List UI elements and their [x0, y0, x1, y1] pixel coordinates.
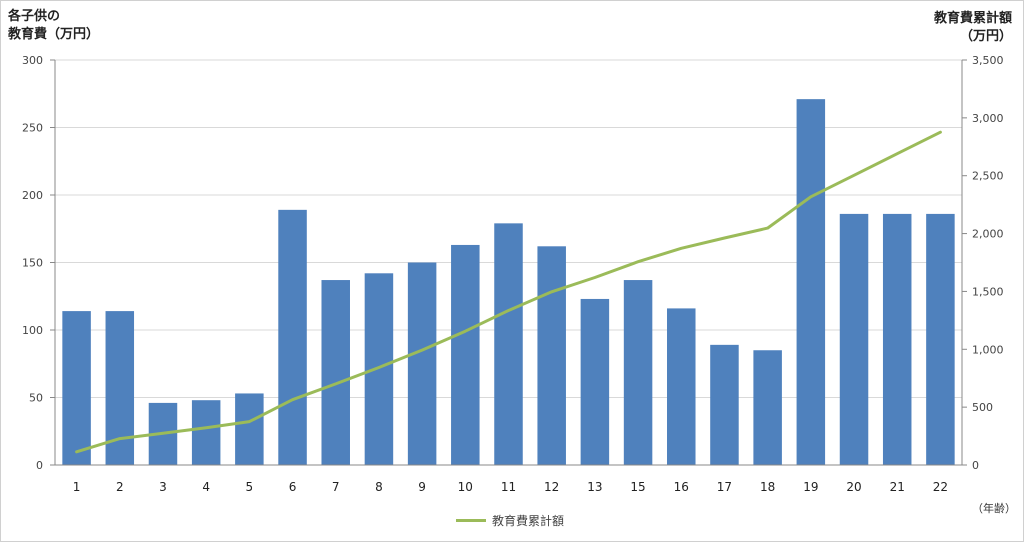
bar: [926, 213, 955, 465]
bar: [235, 393, 264, 465]
x-tick-label: 7: [332, 480, 340, 494]
bar: [710, 344, 739, 465]
right-tick-label: 3,500: [972, 54, 1004, 67]
bar-series: [62, 99, 955, 466]
legend: 教育費累計額: [456, 512, 564, 529]
right-tick-label: 2,500: [972, 170, 1004, 183]
x-tick-label: 17: [717, 480, 732, 494]
x-tick-label: 18: [760, 480, 775, 494]
bar: [796, 99, 826, 466]
x-tick-label: 16: [674, 480, 689, 494]
x-tick-label: 10: [458, 480, 473, 494]
left-tick-label: 150: [22, 257, 43, 270]
right-tick-label: 1,500: [972, 285, 1004, 298]
line-series: [75, 130, 942, 454]
x-tick-label: 11: [501, 480, 516, 494]
bar: [451, 244, 480, 465]
x-tick-label: 1: [73, 480, 81, 494]
left-tick-label: 100: [22, 324, 43, 337]
x-tick-label: 15: [630, 480, 645, 494]
right-tick-label: 0: [972, 459, 979, 472]
x-tick-label: 13: [587, 480, 602, 494]
bar: [494, 223, 523, 465]
right-tick-label: 3,000: [972, 112, 1004, 125]
left-tick-label: 50: [29, 392, 43, 405]
left-tick-label: 300: [22, 54, 43, 67]
right-axis-label-line2: （万円）: [959, 29, 1012, 44]
bar: [580, 298, 610, 465]
bar: [882, 213, 912, 465]
x-tick-label: 4: [202, 480, 210, 494]
left-tick-label: 0: [36, 459, 43, 472]
x-tick-label: 21: [890, 480, 905, 494]
right-axis-label-line1: 教育費累計額: [933, 11, 1012, 26]
x-axis-unit-label: （年齢）: [972, 502, 1016, 515]
bar: [623, 280, 653, 465]
left-axis-label-line1: 各子供の: [8, 9, 61, 24]
legend-swatch-line: [456, 519, 486, 522]
x-tick-label: 9: [418, 480, 426, 494]
cumulative-line: [75, 130, 942, 454]
x-tick-label: 8: [375, 480, 383, 494]
bar: [278, 209, 307, 465]
axes: 0 50 100 150 200 250 300 0 500 1,000 1,500 2,000 2,5…: [22, 54, 1004, 494]
bar: [407, 262, 437, 465]
x-tick-label: 5: [246, 480, 254, 494]
x-tick-label: 22: [933, 480, 948, 494]
x-tick-label: 2: [116, 480, 124, 494]
bar: [364, 273, 394, 465]
x-tick-label: 20: [846, 480, 861, 494]
right-tick-label: 2,000: [972, 228, 1004, 241]
x-tick-label: 19: [803, 480, 818, 494]
left-tick-label: 250: [22, 122, 43, 135]
left-axis-label-line2: 教育費（万円）: [8, 27, 100, 42]
bar: [667, 308, 696, 465]
legend-label: 教育費累計額: [492, 514, 565, 528]
x-tick-label: 3: [159, 480, 167, 494]
bar: [537, 246, 566, 465]
x-tick-label: 6: [289, 480, 297, 494]
bar: [753, 350, 782, 465]
bar: [839, 213, 869, 465]
right-axis-label: 教育費累計額 （万円）: [934, 10, 1012, 46]
right-tick-label: 1,000: [972, 343, 1004, 356]
right-tick-label: 500: [972, 401, 993, 414]
left-tick-label: 200: [22, 189, 43, 202]
x-tick-label: 12: [544, 480, 559, 494]
bar: [321, 280, 350, 465]
bar: [191, 400, 221, 465]
left-axis-label: 各子供の 教育費（万円）: [8, 8, 99, 44]
bar: [62, 311, 91, 465]
